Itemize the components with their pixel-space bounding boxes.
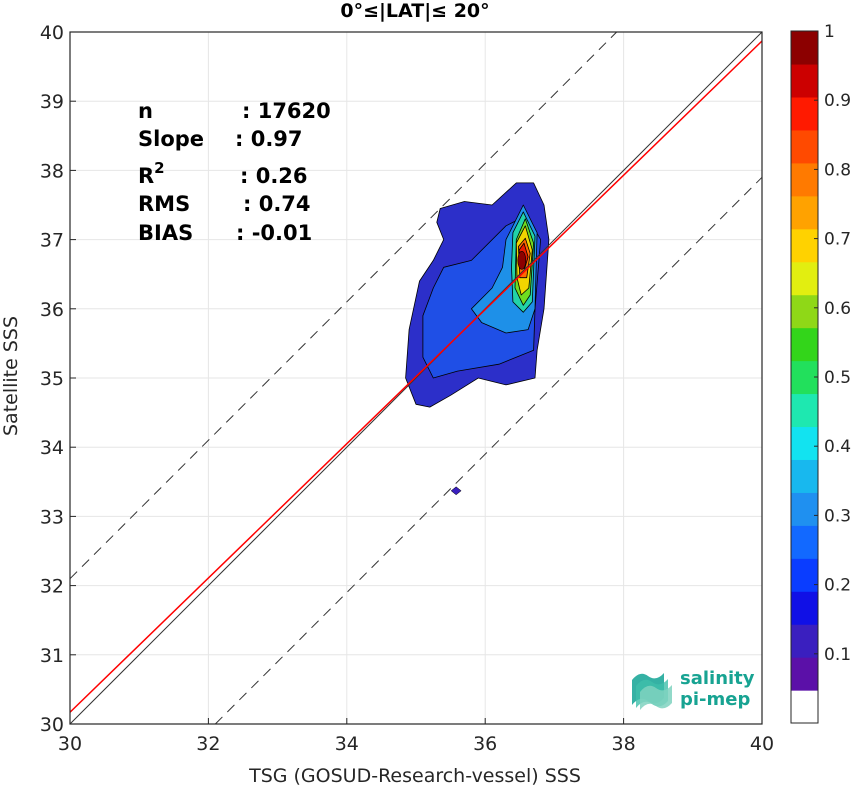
- axis-ticks: 30 32 34 36 38 40 30 31 32 33 34 35 36 37 38 39 40: [40, 22, 774, 755]
- isolated-point: [450, 486, 462, 496]
- y-tick-label: 35: [40, 368, 64, 390]
- colorbar: 0.1 0.2 0.3 0.4 0.5 0.6 0.7 0.8 0.9 1: [790, 22, 851, 724]
- y-tick-label: 38: [40, 160, 64, 182]
- stat-value: : -0.01: [236, 221, 312, 245]
- stat-value: : 0.74: [243, 192, 311, 216]
- stat-value: : 0.26: [240, 164, 308, 188]
- x-tick-label: 30: [58, 733, 82, 755]
- colorbar-tick-label: 1: [824, 22, 835, 42]
- colorbar-tick-label: 0.2: [824, 576, 851, 596]
- colorbar-segment: [791, 261, 818, 296]
- colorbar-segment: [791, 96, 818, 131]
- colorbar-segment: [791, 63, 818, 98]
- stat-value: : 0.97: [235, 127, 303, 151]
- x-tick-label: 40: [750, 733, 774, 755]
- colorbar-segment: [791, 195, 818, 230]
- waves-icon: [632, 673, 672, 710]
- colorbar-segment: [791, 129, 818, 164]
- colorbar-tick-label: 0.8: [824, 160, 851, 180]
- colorbar-segment: [791, 558, 818, 592]
- logo-line-pi-mep: pi-mep: [680, 689, 750, 710]
- colorbar-segment: [791, 426, 818, 460]
- colorbar-tick-label: 0.3: [824, 506, 851, 526]
- identity-line: [69, 31, 763, 725]
- density-peak: [517, 251, 527, 270]
- y-tick-label: 36: [40, 299, 64, 321]
- colorbar-segment: [791, 393, 818, 428]
- y-tick-label: 32: [40, 576, 64, 598]
- colorbar-segment: [791, 459, 818, 493]
- y-tick-label: 40: [40, 22, 64, 44]
- colorbar-segment: [791, 31, 818, 65]
- reference-lines: [69, 31, 763, 725]
- y-tick-label: 31: [40, 645, 64, 667]
- stat-label: RMS: [138, 192, 190, 216]
- offset-dashed-line: [69, 31, 618, 580]
- y-axis-label: Satellite SSS: [0, 316, 22, 436]
- colorbar-segment: [791, 228, 818, 263]
- colorbar-segment: [791, 591, 818, 625]
- x-tick-label: 32: [196, 733, 220, 755]
- y-tick-label: 33: [40, 506, 64, 528]
- offset-dashed-line: [214, 176, 763, 725]
- colorbar-segment: [791, 162, 818, 197]
- stat-label: Slope: [138, 127, 204, 151]
- colorbar-segment: [791, 294, 818, 329]
- x-axis-label: TSG (GOSUD-Research-vessel) SSS: [248, 765, 581, 787]
- colorbar-tick-label: 0.1: [824, 645, 851, 665]
- statistics-box: n : 17620 Slope : 0.97 R2 : 0.26 RMS : 0.74 BIAS…: [138, 99, 331, 245]
- colorbar-tick-label: 0.6: [824, 299, 851, 319]
- colorbar-segment: [791, 525, 818, 559]
- y-tick-label: 37: [40, 230, 64, 252]
- colorbar-tick-label: 0.4: [824, 437, 851, 457]
- stat-label: BIAS: [138, 221, 193, 245]
- y-tick-label: 30: [40, 714, 64, 736]
- stat-label: R2: [138, 159, 165, 188]
- colorbar-tick-label: 0.5: [824, 368, 851, 388]
- colorbar-segment: [791, 360, 818, 395]
- colorbar-tick-label: 0.9: [824, 91, 851, 111]
- x-tick-label: 38: [612, 733, 636, 755]
- density-contours: [405, 182, 550, 496]
- colorbar-segment: [791, 327, 818, 362]
- y-tick-label: 34: [40, 437, 64, 459]
- stat-superscript: 2: [154, 159, 164, 177]
- chart-title: 0°≤|LAT|≤ 20°: [340, 0, 489, 22]
- x-tick-label: 34: [335, 733, 359, 755]
- colorbar-segment: [791, 492, 818, 526]
- stat-value: : 17620: [242, 99, 331, 123]
- logo-line-salinity: salinity: [680, 668, 755, 689]
- x-tick-label: 36: [473, 733, 497, 755]
- colorbar-segment: [791, 690, 818, 724]
- colorbar-segment: [791, 657, 818, 691]
- regression-line: [69, 40, 763, 713]
- colorbar-segment: [791, 624, 818, 658]
- salinity-pi-mep-logo: salinity pi-mep: [632, 668, 755, 710]
- colorbar-tick-label: 0.7: [824, 230, 851, 250]
- y-tick-label: 39: [40, 91, 64, 113]
- stat-label: n: [138, 99, 153, 123]
